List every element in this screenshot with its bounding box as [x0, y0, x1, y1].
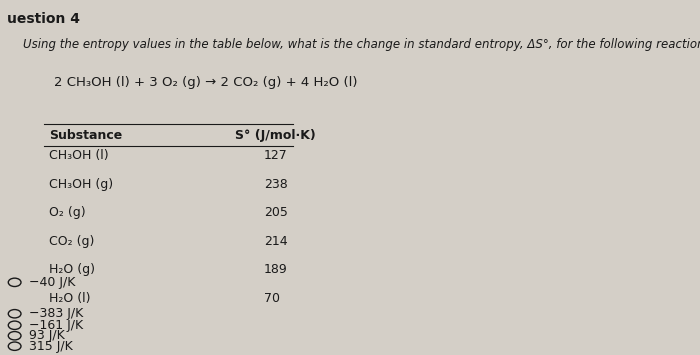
Text: 127: 127	[264, 149, 288, 162]
Text: 93 J/K: 93 J/K	[29, 329, 65, 342]
Text: 189: 189	[264, 263, 288, 277]
Text: −161 J/K: −161 J/K	[29, 319, 83, 332]
Text: CH₃OH (l): CH₃OH (l)	[49, 149, 108, 162]
Text: Using the entropy values in the table below, what is the change in standard entr: Using the entropy values in the table be…	[22, 38, 700, 51]
Text: CH₃OH (g): CH₃OH (g)	[49, 178, 113, 191]
Text: uestion 4: uestion 4	[7, 12, 80, 26]
Text: 214: 214	[264, 235, 288, 248]
Text: 238: 238	[264, 178, 288, 191]
Text: 70: 70	[264, 292, 280, 305]
Text: 205: 205	[264, 206, 288, 219]
Text: O₂ (g): O₂ (g)	[49, 206, 85, 219]
Text: Substance: Substance	[49, 129, 122, 142]
Text: S° (J/mol·K): S° (J/mol·K)	[234, 129, 316, 142]
Text: CO₂ (g): CO₂ (g)	[49, 235, 94, 248]
Text: H₂O (l): H₂O (l)	[49, 292, 90, 305]
Text: H₂O (g): H₂O (g)	[49, 263, 95, 277]
Text: 315 J/K: 315 J/K	[29, 340, 74, 353]
Text: −383 J/K: −383 J/K	[29, 307, 84, 320]
Text: 2 CH₃OH (l) + 3 O₂ (g) → 2 CO₂ (g) + 4 H₂O (l): 2 CH₃OH (l) + 3 O₂ (g) → 2 CO₂ (g) + 4 H…	[55, 76, 358, 89]
Text: −40 J/K: −40 J/K	[29, 276, 76, 289]
